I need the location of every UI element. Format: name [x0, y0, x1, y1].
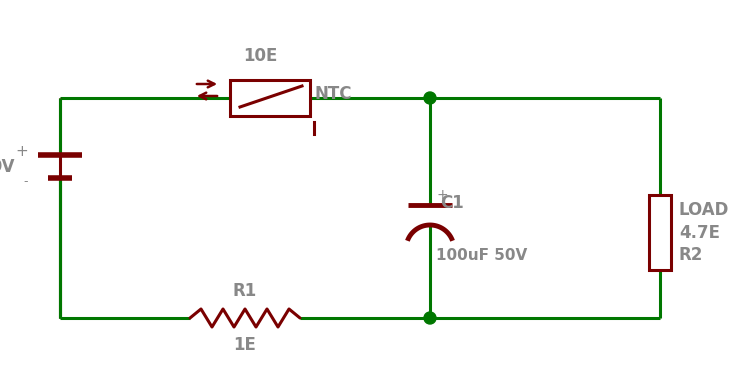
Text: 100uF 50V: 100uF 50V: [436, 248, 527, 262]
Text: +: +: [15, 144, 28, 159]
Text: C1: C1: [440, 194, 464, 212]
Text: 4.7E: 4.7E: [679, 223, 720, 241]
Text: 10E: 10E: [243, 47, 278, 65]
Text: +: +: [436, 188, 448, 202]
Bar: [230, 80, 310, 116]
Text: R2: R2: [679, 246, 703, 264]
Text: NTC: NTC: [314, 85, 352, 103]
Bar: [649, 195, 671, 270]
Text: LOAD: LOAD: [679, 201, 729, 219]
Text: -: -: [23, 176, 28, 188]
Text: 9V: 9V: [0, 158, 15, 176]
Text: 1E: 1E: [233, 336, 256, 354]
Circle shape: [424, 92, 436, 104]
Circle shape: [424, 312, 436, 324]
Text: R1: R1: [232, 282, 257, 300]
